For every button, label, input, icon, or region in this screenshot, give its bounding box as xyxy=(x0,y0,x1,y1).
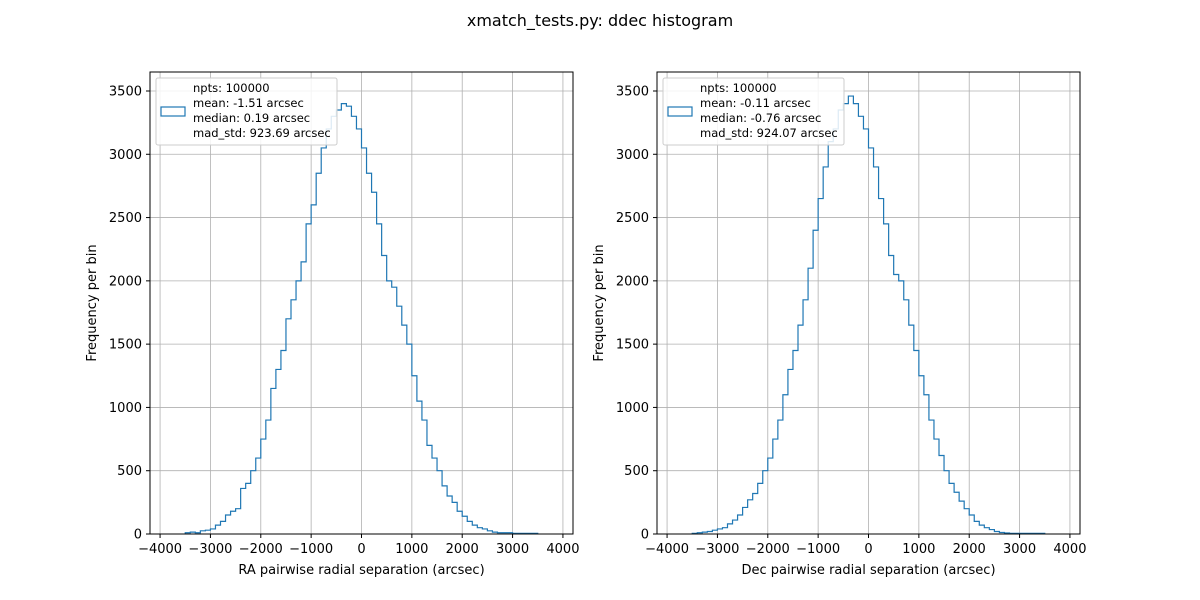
dec-y-tick-label: 2000 xyxy=(616,274,649,289)
ra-legend-swatch xyxy=(160,106,186,117)
dec-x-tick-label: 4000 xyxy=(1053,542,1086,557)
ra-x-tick-label: 2000 xyxy=(446,542,479,557)
ra-y-tick-label: 2000 xyxy=(109,274,142,289)
dec-x-tick-label: −1000 xyxy=(796,542,840,557)
ra-x-tick-label: −4000 xyxy=(138,542,182,557)
ra-y-tick-label: 1000 xyxy=(109,401,142,416)
ra-legend-line: mean: -1.51 arcsec xyxy=(193,96,304,110)
dec-legend-line: npts: 100000 xyxy=(700,81,777,95)
dec-x-tick-label: 2000 xyxy=(953,542,986,557)
ra-y-tick-label: 2500 xyxy=(109,211,142,226)
dec-y-axis-label: Frequency per bin xyxy=(592,244,607,361)
dec-y-tick-label: 3500 xyxy=(616,84,649,99)
ra-legend-line: median: 0.19 arcsec xyxy=(193,111,310,125)
dec-y-tick-label: 3000 xyxy=(616,148,649,163)
ra-y-tick-label: 0 xyxy=(134,528,142,543)
dec-legend-swatch xyxy=(667,106,693,117)
dec-histogram-panel: −4000 −3000 −2000 −1000 0 1000 2000 3000 4000 0 50… xyxy=(592,71,1086,578)
dec-x-axis-label: Dec pairwise radial separation (arcsec) xyxy=(741,563,995,578)
dec-y-tick-label: 2500 xyxy=(616,211,649,226)
dec-x-tick-label: −2000 xyxy=(746,542,790,557)
dec-legend-box xyxy=(662,77,845,146)
dec-y-tick-label: 500 xyxy=(624,464,649,479)
dec-legend-line: mad_std: 924.07 arcsec xyxy=(700,126,838,140)
dec-x-tick-label: 3000 xyxy=(1003,542,1036,557)
ra-x-tick-label: 0 xyxy=(357,542,365,557)
ra-x-axis-label: RA pairwise radial separation (arcsec) xyxy=(238,563,484,578)
dec-y-tick-label: 1000 xyxy=(616,401,649,416)
ra-y-tick-label: 500 xyxy=(117,464,142,479)
ra-x-tick-label: −2000 xyxy=(239,542,283,557)
dec-legend-line: median: -0.76 arcsec xyxy=(700,111,821,125)
ra-histogram-panel: −4000 −3000 −2000 −1000 0 1000 2000 3000 4000 0 50… xyxy=(85,71,579,578)
dec-histogram-steps xyxy=(691,95,1046,534)
ra-y-tick-label: 3500 xyxy=(109,84,142,99)
ra-y-tick-label: 3000 xyxy=(109,148,142,163)
dec-y-tick-label: 0 xyxy=(641,528,649,543)
dec-y-tick-label: 1500 xyxy=(616,338,649,353)
figure-title: xmatch_tests.py: ddec histogram xyxy=(467,11,733,31)
dec-x-tick-label: −4000 xyxy=(645,542,689,557)
dec-legend-line: mean: -0.11 arcsec xyxy=(700,96,811,110)
dec-x-tick-label: 1000 xyxy=(902,542,935,557)
ra-legend-line: npts: 100000 xyxy=(193,81,270,95)
ra-x-tick-label: 3000 xyxy=(496,542,529,557)
ra-histogram-steps xyxy=(184,103,539,534)
ra-x-tick-label: 1000 xyxy=(395,542,428,557)
ra-x-tick-label: 4000 xyxy=(546,542,579,557)
dec-x-tick-label: −3000 xyxy=(695,542,739,557)
ra-legend-box xyxy=(155,77,338,146)
ra-x-tick-label: −3000 xyxy=(188,542,232,557)
ra-grid xyxy=(150,72,573,535)
ra-legend-line: mad_std: 923.69 arcsec xyxy=(193,126,331,140)
ra-y-tick-label: 1500 xyxy=(109,338,142,353)
dec-x-tick-label: 0 xyxy=(864,542,872,557)
ra-y-axis-label: Frequency per bin xyxy=(85,244,100,361)
ra-x-tick-label: −1000 xyxy=(289,542,333,557)
